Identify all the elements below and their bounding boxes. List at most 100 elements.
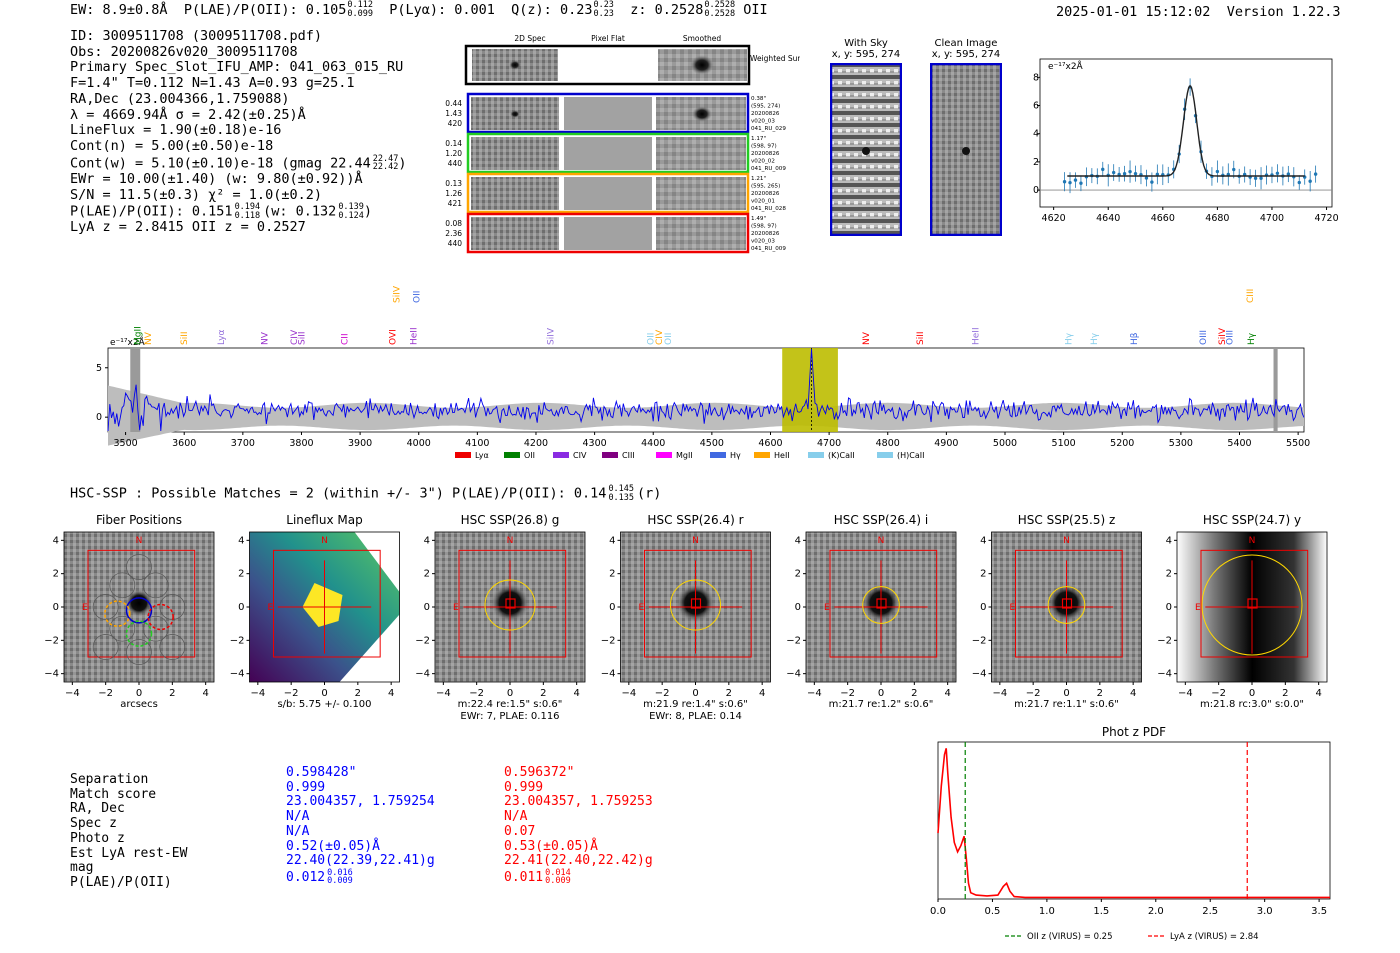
row-meta: (598, 97) — [751, 144, 777, 150]
photz-title: Phot z PDF — [1102, 725, 1166, 739]
hsc-panel-title: HSC SSP(25.5) z — [1018, 513, 1116, 527]
hsc-ytick-label: −4 — [1157, 669, 1172, 680]
hsc-xtick-label: 4 — [759, 688, 765, 699]
hsc-xtick-label: 4 — [388, 688, 394, 699]
z-lo: 0.2528 — [704, 9, 736, 19]
hsc-xtick-label: 0 — [878, 688, 884, 699]
legend-label: MgII — [676, 451, 693, 460]
north-label: N — [321, 536, 328, 546]
photz-pdf-line — [937, 748, 1330, 899]
hsc-xtick-label: −2 — [469, 688, 484, 699]
match-label: Est LyA rest-EW — [70, 845, 188, 861]
hsc-ytick-label: −2 — [415, 635, 430, 646]
north-label: N — [692, 536, 699, 546]
row-meta: 041_RU_009 — [751, 246, 786, 252]
match-value: 0.999 — [504, 779, 544, 795]
hsc-xtick-label: 4 — [1315, 688, 1321, 699]
spectral-line-label: HeII — [409, 327, 419, 345]
plae-lo: 0.099 — [347, 9, 373, 19]
match-label: Photo z — [70, 830, 125, 846]
contw-hi: 22.47 — [372, 153, 399, 164]
spectral-line-label: OIII — [1199, 330, 1209, 345]
zoom-point — [1111, 170, 1116, 175]
plae-w-hi: 0.139 — [338, 202, 364, 213]
fiber-highlight — [147, 603, 174, 631]
hsc-summary-text: HSC-SSP : Possible Matches = 2 (within +… — [70, 485, 607, 502]
spectral-line-label: OII — [412, 291, 422, 303]
hsc-ytick-label: 0 — [795, 602, 801, 613]
spectral-line-label: CIV — [655, 329, 665, 345]
spectral-line-label: Lyα — [217, 329, 227, 345]
match-label: Separation — [70, 772, 149, 787]
east-label: E — [82, 603, 88, 613]
spectral-line-label: Hγ — [1247, 332, 1257, 345]
hsc-panel-title: Fiber Positions — [96, 513, 182, 527]
zoom-xtick-label: 4660 — [1151, 213, 1175, 224]
zoom-point — [1232, 167, 1236, 172]
spectrum-xtick-label: 4600 — [758, 438, 782, 449]
spectrum-xtick-label: 4800 — [876, 438, 900, 449]
hsc-ytick-label: −4 — [230, 669, 245, 680]
info-fparams: F=1.4" T=0.112 N=1.43 A=0.93 g=25.1 — [70, 75, 355, 92]
row-meta: (595, 265) — [751, 184, 780, 190]
row-meta: (598, 97) — [751, 224, 777, 230]
hsc-ytick-label: 4 — [795, 535, 801, 546]
lineflux-blank — [339, 614, 400, 682]
row-smoothed — [656, 177, 746, 210]
row-pixelflat — [564, 177, 652, 210]
fiber-circle — [159, 634, 186, 660]
plae-w-lo: 0.124 — [338, 210, 364, 221]
spectrum-xtick-label: 5500 — [1286, 438, 1310, 449]
info-lambda: λ = 4669.94Å σ = 2.42(±0.25)Å — [70, 106, 306, 123]
hsc-xtick-label: 4 — [573, 688, 579, 699]
legend-swatch — [602, 452, 618, 458]
legend-swatch — [808, 452, 824, 458]
hsc-xtick-label: −4 — [65, 688, 80, 699]
zoom-point — [1253, 176, 1258, 180]
row-smoothed — [656, 137, 746, 170]
photz-xtick-label: 3.0 — [1257, 906, 1273, 917]
match-labels: Separation Match score RA, Dec Spec z Ph… — [70, 772, 188, 891]
row-meta: 20200826 — [751, 111, 780, 117]
photz-xtick-label: 1.5 — [1093, 906, 1109, 917]
hsc-caption: s/b: 5.75 +/- 0.100 — [277, 699, 371, 710]
row-pixelflat — [564, 217, 652, 250]
hsc-xtick-label: 2 — [1097, 688, 1103, 699]
zoom-point — [1128, 169, 1132, 174]
hsc-ytick-label: −2 — [786, 635, 801, 646]
row-pixelflat — [564, 97, 652, 130]
legend-label: (H)CaII — [897, 451, 924, 460]
zoom-point — [1308, 179, 1312, 183]
spectrum-xtick-label: 4000 — [407, 438, 431, 449]
plae-hi: 0.112 — [347, 0, 373, 10]
spectrum-xtick-label: 5300 — [1169, 438, 1193, 449]
spectral-line-label: OII — [664, 333, 674, 345]
row-stat: 440 — [448, 239, 463, 248]
spectrum-xtick-label: 3900 — [348, 438, 372, 449]
east-label: E — [453, 603, 459, 613]
photz-xtick-label: 2.5 — [1202, 906, 1218, 917]
hsc-ytick-label: 4 — [1166, 535, 1172, 546]
hsc-ytick-label: −4 — [972, 669, 987, 680]
photz-xtick-label: 0.5 — [984, 906, 1000, 917]
ellipse-aperture — [484, 579, 536, 631]
photz-legend-label: OII z (VIRUS) = 0.25 — [1027, 932, 1113, 942]
hsc-ytick-label: 0 — [424, 602, 430, 613]
match-value: 22.40(22.39,22.41)g — [286, 853, 435, 869]
hsc-ytick-label: 2 — [980, 569, 986, 580]
hsc-ytick-label: −4 — [44, 669, 59, 680]
row-stat: 420 — [448, 119, 463, 128]
match-label: P(LAE)/P(OII) — [70, 874, 172, 890]
hsc-ytick-label: −2 — [230, 635, 245, 646]
info-lyaz: LyA z = 2.8415 OII z = 0.2527 — [70, 219, 306, 236]
hsc-xtick-label: 2 — [355, 688, 361, 699]
spec2d-col-label: Pixel Flat — [591, 34, 625, 43]
row-meta: 20200826 — [751, 151, 780, 157]
row-meta: 1.21" — [751, 176, 766, 182]
row-meta: (595, 274) — [751, 104, 780, 110]
hsc-xtick-label: 2 — [1282, 688, 1288, 699]
spectrum-error-band — [108, 385, 1304, 446]
row-stat: 0.44 — [445, 99, 462, 108]
zoom-xtick-label: 4720 — [1314, 213, 1338, 224]
hsc-ytick-label: −2 — [972, 635, 987, 646]
